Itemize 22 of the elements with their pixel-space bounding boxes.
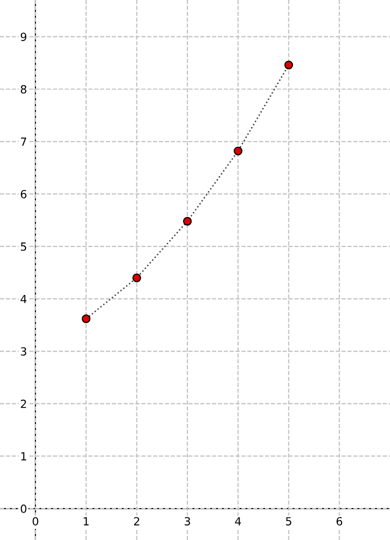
point: [234, 146, 242, 156]
y-tick-label: 0: [20, 504, 26, 513]
x-tick-label: 3: [184, 517, 190, 526]
point: [132, 274, 142, 282]
y-tick-label: 7: [20, 138, 26, 146]
y-tick-label: 5: [20, 242, 26, 251]
y-tick-label: 2: [20, 400, 26, 408]
x-tick-label: 6: [336, 517, 342, 526]
x-tick-label: 1: [84, 517, 89, 526]
y-tick-label: 4: [20, 294, 26, 304]
y-tick-label: 9: [20, 32, 26, 42]
point: [183, 216, 192, 226]
y-tick-label: 8: [20, 85, 26, 94]
y-tick-label: 1: [21, 452, 26, 460]
x-tick-label: 2: [134, 517, 140, 526]
x-tick-label: 5: [286, 517, 292, 526]
y-tick-label: 6: [20, 190, 26, 198]
y-tick-label: 3: [20, 347, 26, 356]
point: [82, 314, 90, 324]
x-tick-label: 4: [235, 517, 241, 526]
x-tick-label: 0: [32, 517, 38, 526]
point: [284, 60, 294, 70]
